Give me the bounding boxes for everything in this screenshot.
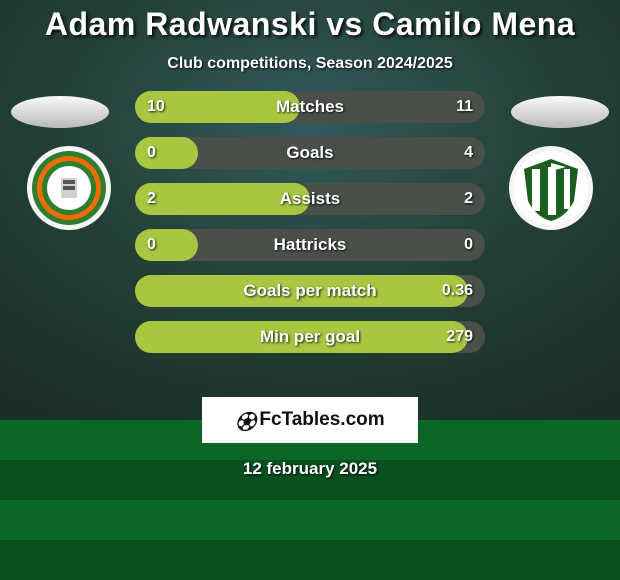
generated-date: 12 february 2025 xyxy=(243,459,377,479)
club-badge-right xyxy=(508,145,594,231)
club-badge-left xyxy=(26,145,112,231)
stat-right-value: 0 xyxy=(464,236,473,254)
stat-row-goals-per-match: Goals per match 0.36 xyxy=(135,275,485,307)
brand-text: FcTables.com xyxy=(259,409,384,431)
stat-row-assists: 2 Assists 2 xyxy=(135,183,485,215)
stand-right xyxy=(510,95,610,129)
stat-name: Hattricks xyxy=(135,235,485,255)
stat-row-goals: 0 Goals 4 xyxy=(135,137,485,169)
stand-left xyxy=(10,95,110,129)
stat-right-value: 4 xyxy=(464,144,473,162)
stat-name: Assists xyxy=(135,189,485,209)
stat-right-value: 11 xyxy=(456,98,473,116)
stat-right-value: 279 xyxy=(446,328,473,346)
brand-badge: ⚽︎ FcTables.com xyxy=(202,397,418,443)
stat-right-value: 0.36 xyxy=(442,282,473,300)
stat-name: Goals xyxy=(135,143,485,163)
stats-bars: 10 Matches 11 0 Goals 4 2 Assists 2 xyxy=(135,91,485,353)
stat-name: Matches xyxy=(135,97,485,117)
stat-right-value: 2 xyxy=(464,190,473,208)
comparison-title: Adam Radwanski vs Camilo Mena xyxy=(45,6,575,43)
stat-row-min-per-goal: Min per goal 279 xyxy=(135,321,485,353)
stat-row-hattricks: 0 Hattricks 0 xyxy=(135,229,485,261)
stat-name: Min per goal xyxy=(135,327,485,347)
brand-logo-icon: ⚽︎ xyxy=(235,406,253,435)
stat-row-matches: 10 Matches 11 xyxy=(135,91,485,123)
comparison-subtitle: Club competitions, Season 2024/2025 xyxy=(167,55,452,73)
stat-name: Goals per match xyxy=(135,281,485,301)
